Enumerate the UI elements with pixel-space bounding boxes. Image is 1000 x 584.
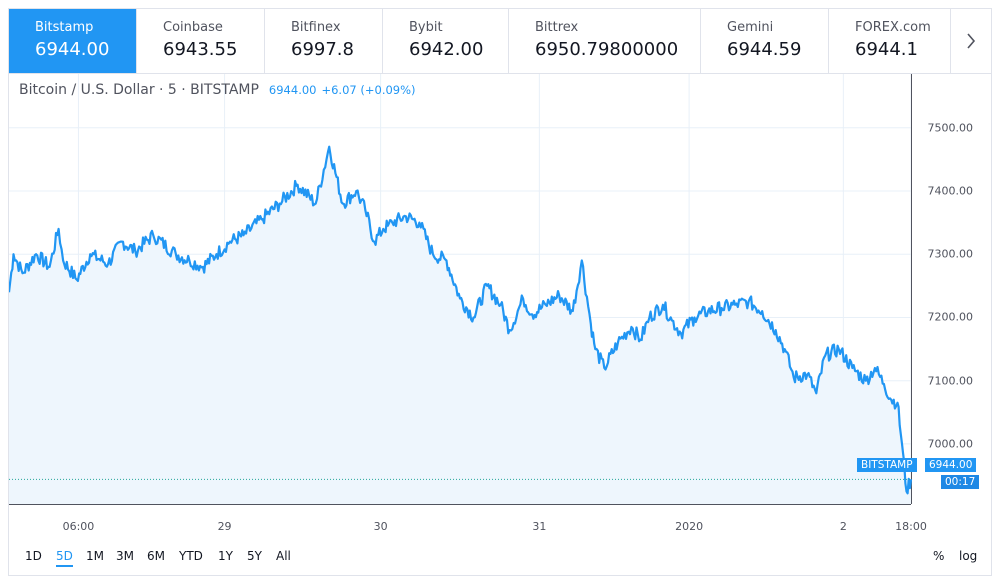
exchange-name: Bitstamp: [35, 20, 94, 35]
exchange-price: 6942.00: [409, 39, 484, 60]
exchange-price: 6944.00: [35, 39, 110, 60]
exchange-tabs: Bitstamp 6944.00 Coinbase 6943.55 Bitfin…: [9, 9, 991, 74]
x-tick-label: 30: [373, 520, 388, 533]
exchange-name: Bitfinex: [291, 20, 341, 35]
tab-forex[interactable]: FOREX.com 6944.1: [829, 9, 951, 73]
last-price-tag: 6944.00: [925, 458, 977, 472]
legend-last-value: 6944.00: [268, 83, 317, 97]
x-tick-label: 18:00: [895, 520, 927, 533]
percent-scale-toggle[interactable]: %: [933, 549, 945, 563]
exchange-name: Bybit: [409, 20, 443, 35]
chevron-right-icon: [967, 33, 976, 49]
tab-bittrex[interactable]: Bittrex 6950.79800000: [509, 9, 701, 73]
symbol-description: Bitcoin / U.S. Dollar · 5 · BITSTAMP: [19, 82, 259, 98]
x-tick-label: 29: [217, 520, 232, 533]
tab-bybit[interactable]: Bybit 6942.00: [383, 9, 509, 73]
exchange-name: FOREX.com: [855, 20, 931, 35]
exchange-price: 6944.59: [727, 39, 802, 60]
tab-coinbase[interactable]: Coinbase 6943.55: [137, 9, 265, 73]
y-tick-label: 7500.00: [927, 121, 974, 135]
tab-bitstamp[interactable]: Bitstamp 6944.00: [9, 9, 137, 73]
price-area-fill: [9, 146, 911, 504]
range-toolbar: 1D 5D 1M 3M 6M YTD 1Y 5Y All % log: [9, 543, 991, 575]
range-5y[interactable]: 5Y: [247, 549, 262, 563]
price-chart[interactable]: Bitcoin / U.S. Dollar · 5 · BITSTAMP 694…: [9, 74, 991, 533]
range-5d[interactable]: 5D: [56, 549, 73, 567]
y-tick-label: 7000.00: [927, 437, 974, 451]
bar-countdown: 00:17: [941, 475, 980, 489]
exchange-price: 6950.79800000: [535, 39, 679, 60]
crypto-price-widget: Bitstamp 6944.00 Coinbase 6943.55 Bitfin…: [8, 8, 992, 576]
x-tick-label: 06:00: [62, 520, 95, 533]
exchange-price: 6943.55: [163, 39, 238, 60]
range-3m[interactable]: 3M: [116, 549, 134, 563]
range-all[interactable]: All: [276, 549, 291, 563]
last-price-exchange-tag: BITSTAMP: [857, 458, 917, 472]
range-1d[interactable]: 1D: [25, 549, 42, 563]
exchange-name: Coinbase: [163, 20, 223, 35]
range-ytd[interactable]: YTD: [179, 549, 203, 563]
x-tick-label: 31: [532, 520, 547, 533]
y-tick-label: 7200.00: [927, 310, 974, 324]
exchange-price: 6944.1: [855, 39, 918, 60]
tabs-next-button[interactable]: [951, 9, 991, 73]
chart-legend: Bitcoin / U.S. Dollar · 5 · BITSTAMP 694…: [19, 82, 416, 98]
range-1y[interactable]: 1Y: [218, 549, 233, 563]
y-tick-label: 7100.00: [927, 374, 974, 388]
range-6m[interactable]: 6M: [147, 549, 165, 563]
x-tick-label: 2: [839, 520, 847, 533]
x-tick-label: 2020: [675, 520, 704, 533]
log-scale-toggle[interactable]: log: [959, 549, 978, 563]
exchange-price: 6997.8: [291, 39, 354, 60]
tab-gemini[interactable]: Gemini 6944.59: [701, 9, 829, 73]
exchange-name: Bittrex: [535, 20, 579, 35]
y-tick-label: 7400.00: [927, 184, 974, 198]
price-line: [9, 145, 913, 495]
chart-canvas: [9, 74, 913, 505]
tab-bitfinex[interactable]: Bitfinex 6997.8: [265, 9, 383, 73]
range-1m[interactable]: 1M: [86, 549, 104, 563]
exchange-name: Gemini: [727, 20, 774, 35]
legend-change: +6.07 (+0.09%): [321, 83, 416, 97]
y-tick-label: 7300.00: [927, 247, 974, 261]
